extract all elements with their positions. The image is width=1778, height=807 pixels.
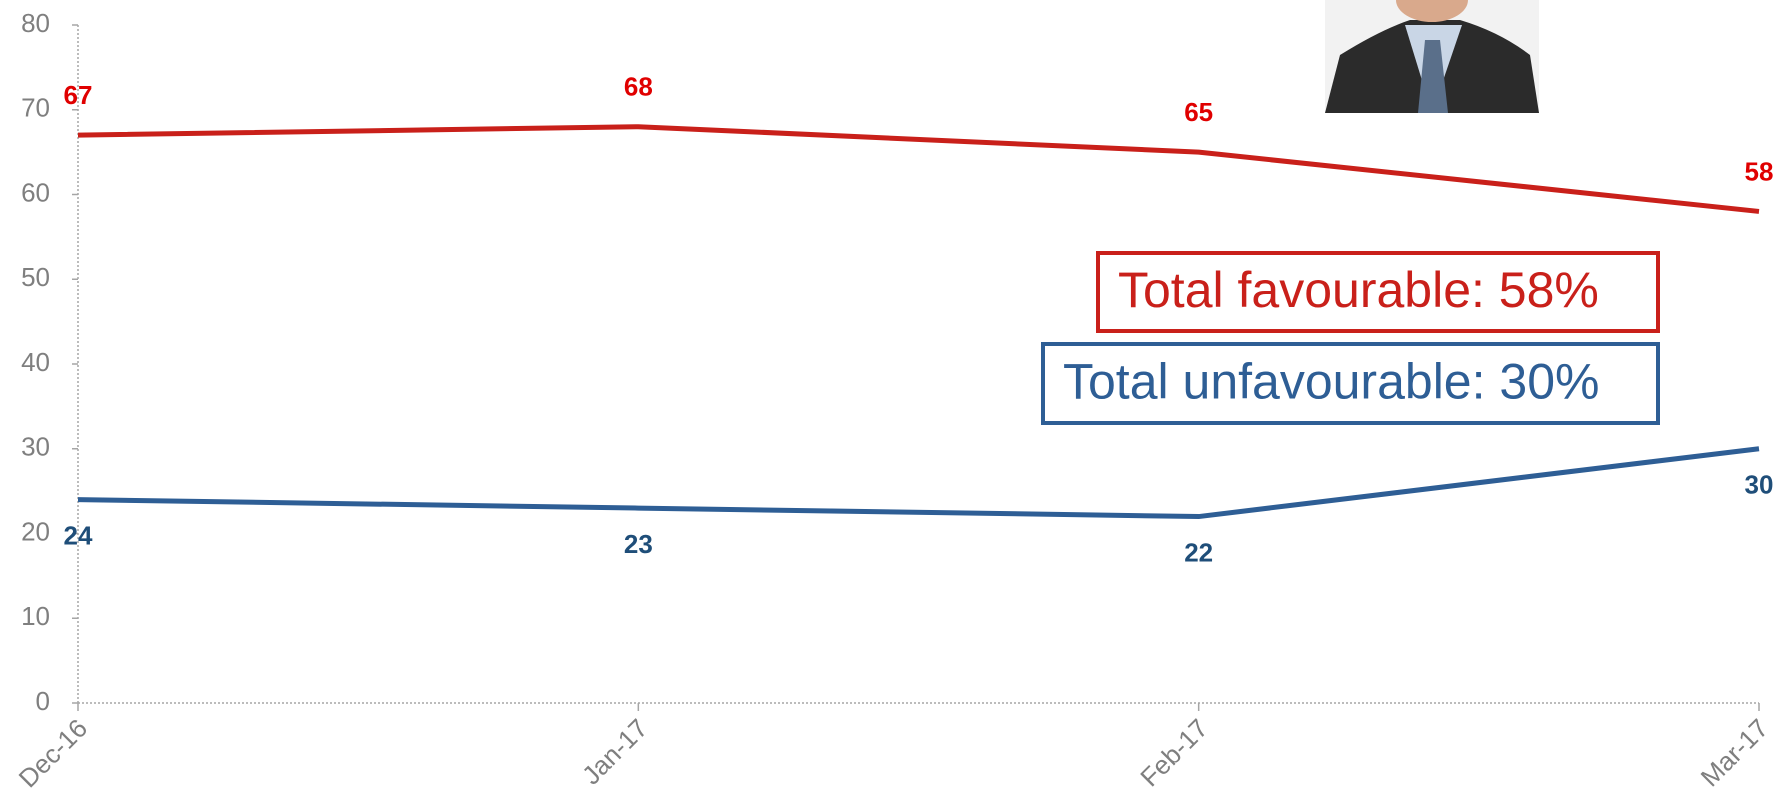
y-tick-label: 30 <box>21 432 50 462</box>
annotation-text: Total unfavourable: 30% <box>1063 354 1599 410</box>
y-tick-label: 70 <box>21 93 50 123</box>
data-label: 22 <box>1184 537 1213 567</box>
x-tick-label: Dec-16 <box>13 713 93 793</box>
annotation-box <box>1096 251 1660 333</box>
x-tick-label: Jan-17 <box>576 713 653 790</box>
y-tick-label: 50 <box>21 262 50 292</box>
x-tick-label: Feb-17 <box>1134 713 1213 792</box>
annotation-text: Total favourable: 58% <box>1118 262 1599 318</box>
data-label: 65 <box>1184 97 1213 127</box>
x-tick-label: Mar-17 <box>1695 713 1774 792</box>
series-line <box>77 446 1760 520</box>
y-tick-label: 10 <box>21 601 50 631</box>
y-tick-label: 0 <box>36 686 50 716</box>
portrait-photo <box>1325 0 1539 113</box>
data-label: 23 <box>624 529 653 559</box>
data-label: 67 <box>64 80 93 110</box>
data-label: 58 <box>1745 156 1774 186</box>
annotation-box <box>1041 342 1660 425</box>
data-label: 68 <box>624 72 653 102</box>
y-tick-label: 40 <box>21 347 50 377</box>
y-tick-label: 80 <box>21 8 50 38</box>
data-label: 30 <box>1745 470 1774 500</box>
series-line <box>77 124 1760 214</box>
data-label: 24 <box>64 520 93 550</box>
y-tick-label: 60 <box>21 177 50 207</box>
y-tick-label: 20 <box>21 516 50 546</box>
